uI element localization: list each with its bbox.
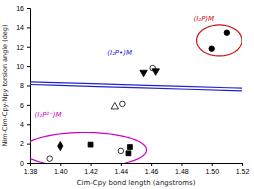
tick: 16 [16,5,30,12]
plot-area [30,25,242,163]
tick: 1.40 [54,163,68,175]
point [120,101,126,107]
tick: 1.52 [236,163,250,175]
tick-label: 1.52 [236,168,250,175]
point [58,141,63,150]
tick: 1.44 [115,163,129,175]
tick-label: 1.46 [145,168,159,175]
tick-mark [27,66,30,67]
point [88,142,93,147]
tick-mark [151,163,152,166]
tick-mark [27,105,30,106]
tick-label: 1.42 [84,168,98,175]
chart: 1.38 1.40 1.42 1.44 1.46 1.48 1.50 1.52 0 2 4 6 8 10 1… [0,0,254,189]
tick-label: 6 [20,102,24,109]
tick: 1.38 [24,163,38,175]
tick: 1.42 [84,163,98,175]
tick-mark [27,86,30,87]
tick-label: 2 [20,140,24,147]
tick: 1.48 [175,163,189,175]
point [152,69,159,75]
axis-line [27,9,31,164]
tick-label: 1.50 [205,168,219,175]
y-axis-title: Nim-Cim-Cpy-Npy torsion angle (deg) [1,25,9,147]
group-label: (I₂P)M [194,15,215,23]
tick-mark [181,163,182,166]
tick-label: 1.48 [175,168,189,175]
tick: 4 [20,121,30,128]
tick-mark [242,163,243,166]
point [224,30,230,36]
x-axis-title: Cim-Cpy bond length (angstroms) [77,179,196,187]
tick-mark [27,47,30,48]
point [118,148,124,154]
point [140,70,147,76]
point [127,145,132,150]
point [126,151,131,156]
point [47,156,53,162]
group-label: (I₂P²⁻)M [35,111,62,119]
y-axis: 0 2 4 6 8 10 12 14 16 [16,5,30,167]
tick-mark [121,163,122,166]
tick-label: 8 [20,82,24,89]
tick: 1.46 [145,163,159,175]
tick: 2 [20,140,30,147]
tick: 0 [20,160,30,167]
tick-mark [27,27,30,28]
ellipse [197,25,242,56]
tick-mark [27,144,30,145]
tick-mark [91,163,92,166]
group-label: (I₂P•)M [107,49,132,57]
tick-mark [212,163,213,166]
tick-label: 1.38 [24,168,38,175]
point [111,103,118,109]
tick: 12 [16,43,30,50]
tick-mark [27,163,30,164]
tick: 6 [20,102,30,109]
tick-label: 0 [20,160,24,167]
tick: 10 [16,63,30,70]
axis-line [31,164,243,167]
tick-label: 10 [16,63,24,70]
tick: 8 [20,82,30,89]
tick-label: 12 [16,43,24,50]
tick-mark [27,8,30,9]
tick-mark [60,163,61,166]
ellipse [30,132,147,163]
tick: 14 [16,24,30,31]
ellipse [30,60,242,112]
tick-mark [27,124,30,125]
tick-label: 4 [20,121,24,128]
tick-label: 1.40 [54,168,68,175]
tick-label: 1.44 [115,168,129,175]
tick-label: 14 [16,24,24,31]
point [209,46,215,52]
x-axis: 1.38 1.40 1.42 1.44 1.46 1.48 1.50 1.52 [24,163,250,175]
tick: 1.50 [205,163,219,175]
tick-label: 16 [16,5,24,12]
